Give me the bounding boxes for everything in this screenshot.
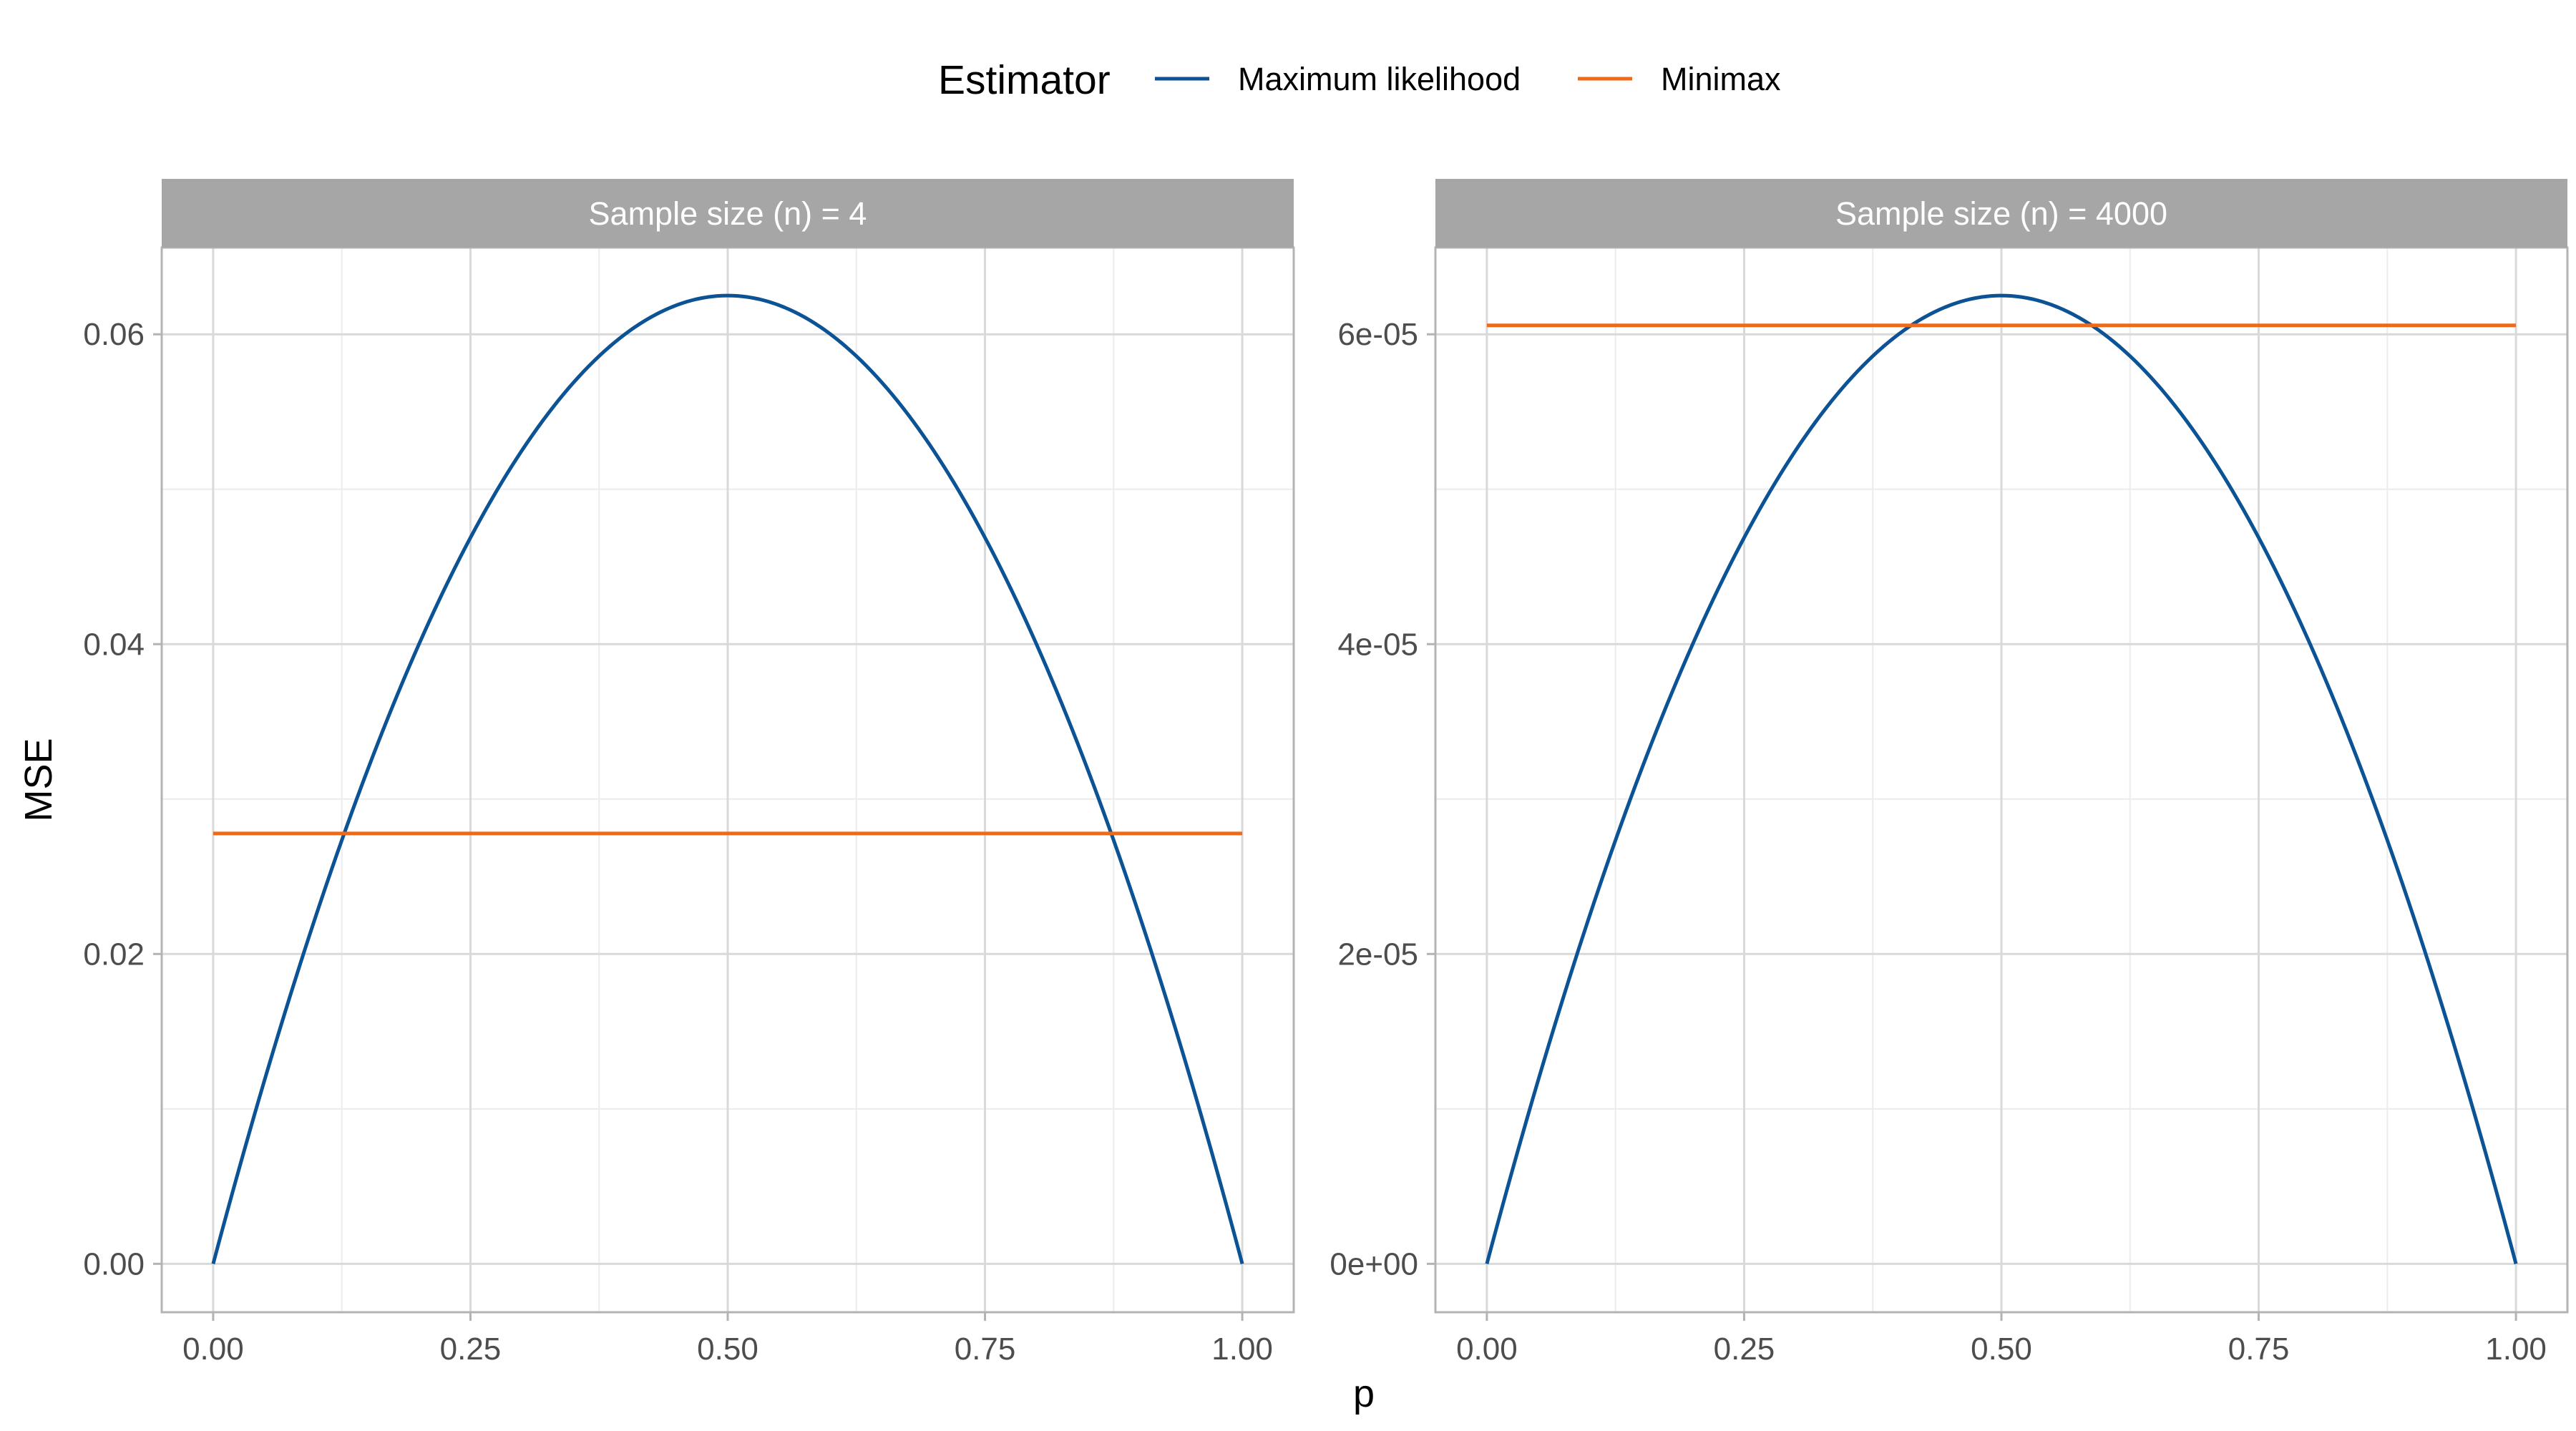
y-tick-label: 6e-05: [1337, 317, 1418, 352]
x-tick-label: 0.50: [697, 1332, 758, 1367]
strip-label: Sample size (n) = 4: [589, 195, 867, 232]
legend: Estimator Maximum likelihood Minimax: [938, 57, 1781, 103]
x-tick-label: 0.00: [1456, 1332, 1518, 1367]
panel-n-4: Sample size (n) = 4 0.00 0.25 0.50 0.75 1.00 0…: [83, 179, 1295, 1367]
y-axis-title: MSE: [17, 738, 60, 821]
x-tick-label: 0.50: [1971, 1332, 2032, 1367]
y-tick-label: 0.06: [83, 317, 145, 352]
y-tick-label: 2e-05: [1337, 937, 1418, 972]
x-tick-label: 0.75: [955, 1332, 1016, 1367]
x-tick-label: 0.75: [2228, 1332, 2290, 1367]
y-tick-label: 0.04: [83, 627, 145, 662]
x-tick-label: 0.25: [1714, 1332, 1775, 1367]
x-tick-label: 0.25: [440, 1332, 502, 1367]
legend-label-minimax: Minimax: [1661, 61, 1781, 97]
panel-n-4000: Sample size (n) = 4000 0.00 0.25 0.50 0.75 1.…: [1330, 179, 2569, 1367]
x-axis-title: p: [1353, 1372, 1375, 1415]
strip-label: Sample size (n) = 4000: [1835, 195, 2167, 232]
x-tick-label: 1.00: [1211, 1332, 1273, 1367]
strip-background: [1435, 179, 2567, 248]
y-tick-label: 0.00: [83, 1246, 145, 1281]
legend-title: Estimator: [938, 57, 1111, 103]
y-tick-label: 0.02: [83, 937, 145, 972]
series-line-maximum-likelihood: [1485, 293, 2518, 1264]
legend-label-maximum-likelihood: Maximum likelihood: [1238, 61, 1521, 97]
y-tick-label: 0e+00: [1330, 1246, 1418, 1281]
series-line-maximum-likelihood: [211, 293, 1244, 1264]
x-tick-label: 0.00: [182, 1332, 244, 1367]
y-tick-label: 4e-05: [1337, 627, 1418, 662]
x-tick-label: 1.00: [2485, 1332, 2547, 1367]
strip-background: [162, 179, 1294, 248]
